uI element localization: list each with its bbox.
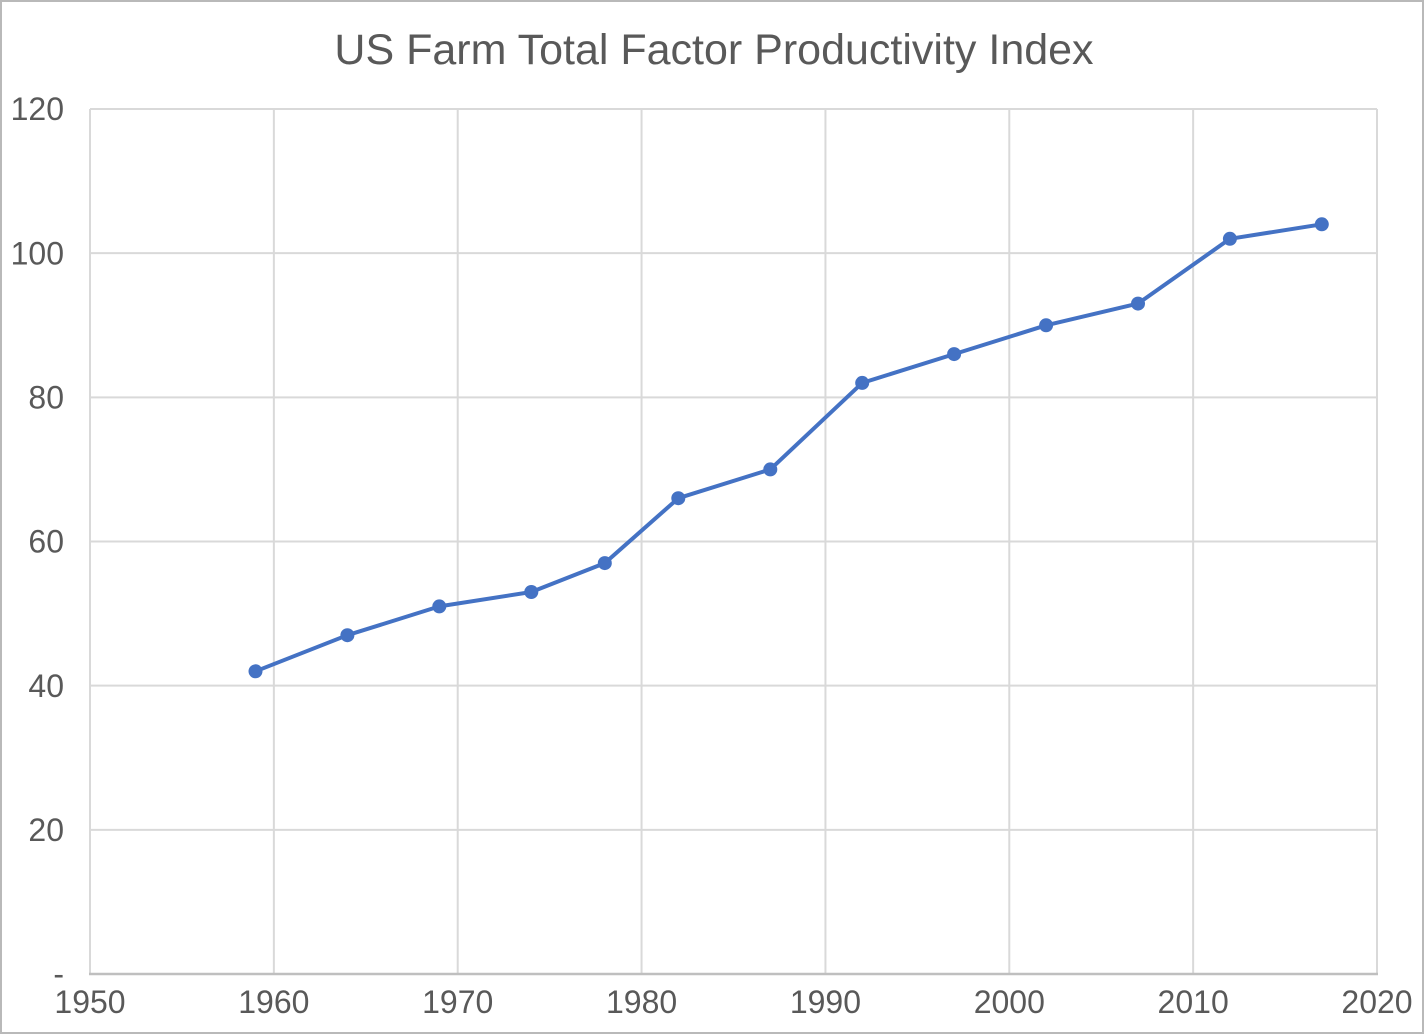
data-point-marker xyxy=(1222,231,1237,246)
x-axis-tick-label: 2020 xyxy=(1341,984,1412,1020)
x-axis-tick-label: 1970 xyxy=(422,984,493,1020)
data-point-marker xyxy=(763,462,778,477)
y-axis-tick-label: 40 xyxy=(28,668,64,704)
data-point-marker xyxy=(855,375,870,390)
x-axis-tick-label: 2010 xyxy=(1158,984,1229,1020)
y-axis-tick-label: 60 xyxy=(28,524,64,560)
data-point-marker xyxy=(524,585,539,599)
data-point-marker xyxy=(597,556,612,571)
y-axis-tick-label: 120 xyxy=(11,91,64,127)
x-axis-tick-label: 1960 xyxy=(238,984,309,1020)
chart-title: US Farm Total Factor Productivity Index xyxy=(334,26,1094,74)
data-point-marker xyxy=(1314,217,1329,232)
y-axis-tick-label: - xyxy=(53,956,64,992)
y-axis-tick-label: 80 xyxy=(28,380,64,416)
x-axis-tick-label: 1980 xyxy=(606,984,677,1020)
y-axis-tick-label: 20 xyxy=(28,812,64,848)
x-axis-tick-label: 2000 xyxy=(974,984,1045,1020)
data-point-marker xyxy=(1039,318,1054,333)
data-point-marker xyxy=(340,628,355,643)
x-axis-tick-label: 1990 xyxy=(790,984,861,1020)
y-axis-tick-label: 100 xyxy=(11,235,64,271)
data-point-marker xyxy=(947,347,962,362)
series-line xyxy=(253,222,1324,674)
data-point-marker xyxy=(248,664,263,679)
data-point-marker xyxy=(671,491,686,506)
data-point-marker xyxy=(432,599,447,614)
x-axis-tick-label: 1950 xyxy=(54,984,125,1020)
data-point-marker xyxy=(1131,296,1145,311)
